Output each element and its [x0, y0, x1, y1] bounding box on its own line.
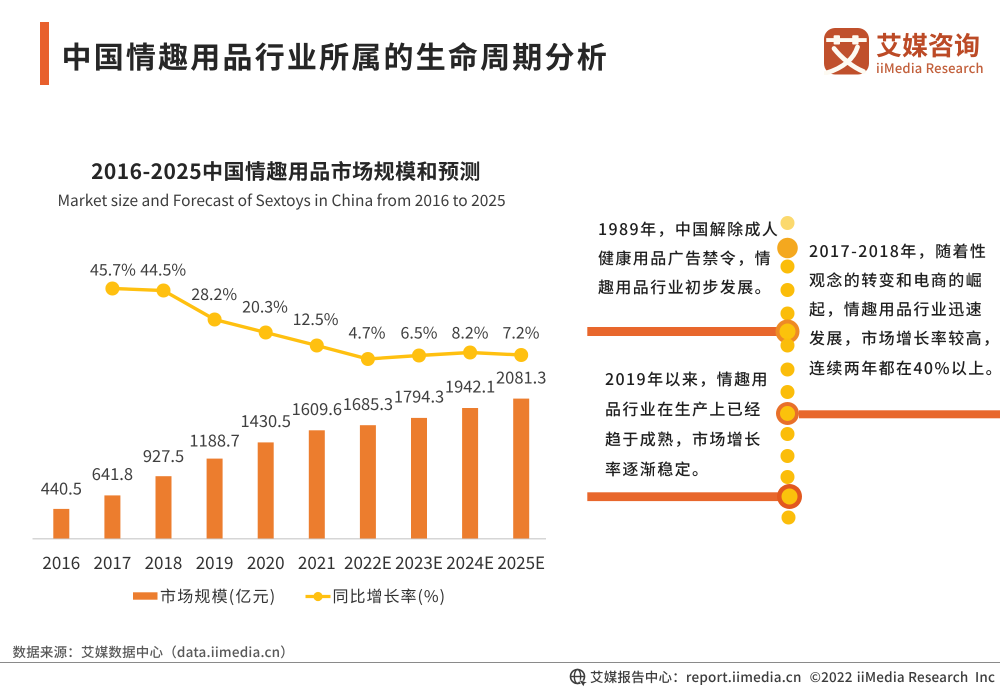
svg-text:8.2%: 8.2%: [452, 320, 489, 344]
svg-text:1794.3: 1794.3: [394, 384, 444, 408]
svg-text:2019: 2019: [196, 549, 234, 574]
svg-text:同比增长率(%): 同比增长率(%): [333, 583, 447, 607]
svg-text:1942.1: 1942.1: [445, 374, 495, 398]
svg-text:2081.3: 2081.3: [496, 364, 546, 388]
svg-text:28.2%: 28.2%: [191, 281, 237, 305]
svg-text:6.5%: 6.5%: [401, 320, 438, 344]
svg-text:市场规模(亿元): 市场规模(亿元): [160, 583, 276, 607]
svg-text:1188.7: 1188.7: [189, 427, 239, 451]
svg-text:2016: 2016: [42, 549, 80, 574]
svg-text:2023E: 2023E: [395, 549, 443, 574]
svg-text:4.7%: 4.7%: [349, 320, 386, 344]
svg-text:2025E: 2025E: [497, 549, 545, 574]
svg-text:44.5%: 44.5%: [140, 257, 186, 281]
svg-text:2017: 2017: [94, 549, 132, 574]
svg-text:45.7%: 45.7%: [90, 257, 136, 281]
svg-text:2018: 2018: [145, 549, 183, 574]
svg-text:440.5: 440.5: [41, 476, 82, 500]
svg-text:1685.3: 1685.3: [343, 391, 393, 415]
svg-text:7.2%: 7.2%: [503, 320, 540, 344]
svg-text:20.3%: 20.3%: [242, 293, 288, 317]
svg-text:1430.5: 1430.5: [241, 408, 291, 432]
svg-text:641.8: 641.8: [92, 461, 133, 485]
svg-text:1609.6: 1609.6: [292, 396, 342, 420]
svg-text:2024E: 2024E: [446, 549, 494, 574]
svg-text:2022E: 2022E: [344, 549, 392, 574]
svg-text:2020: 2020: [247, 549, 285, 574]
svg-text:2021: 2021: [298, 549, 336, 574]
svg-text:12.5%: 12.5%: [293, 306, 339, 330]
svg-text:927.5: 927.5: [143, 443, 184, 467]
